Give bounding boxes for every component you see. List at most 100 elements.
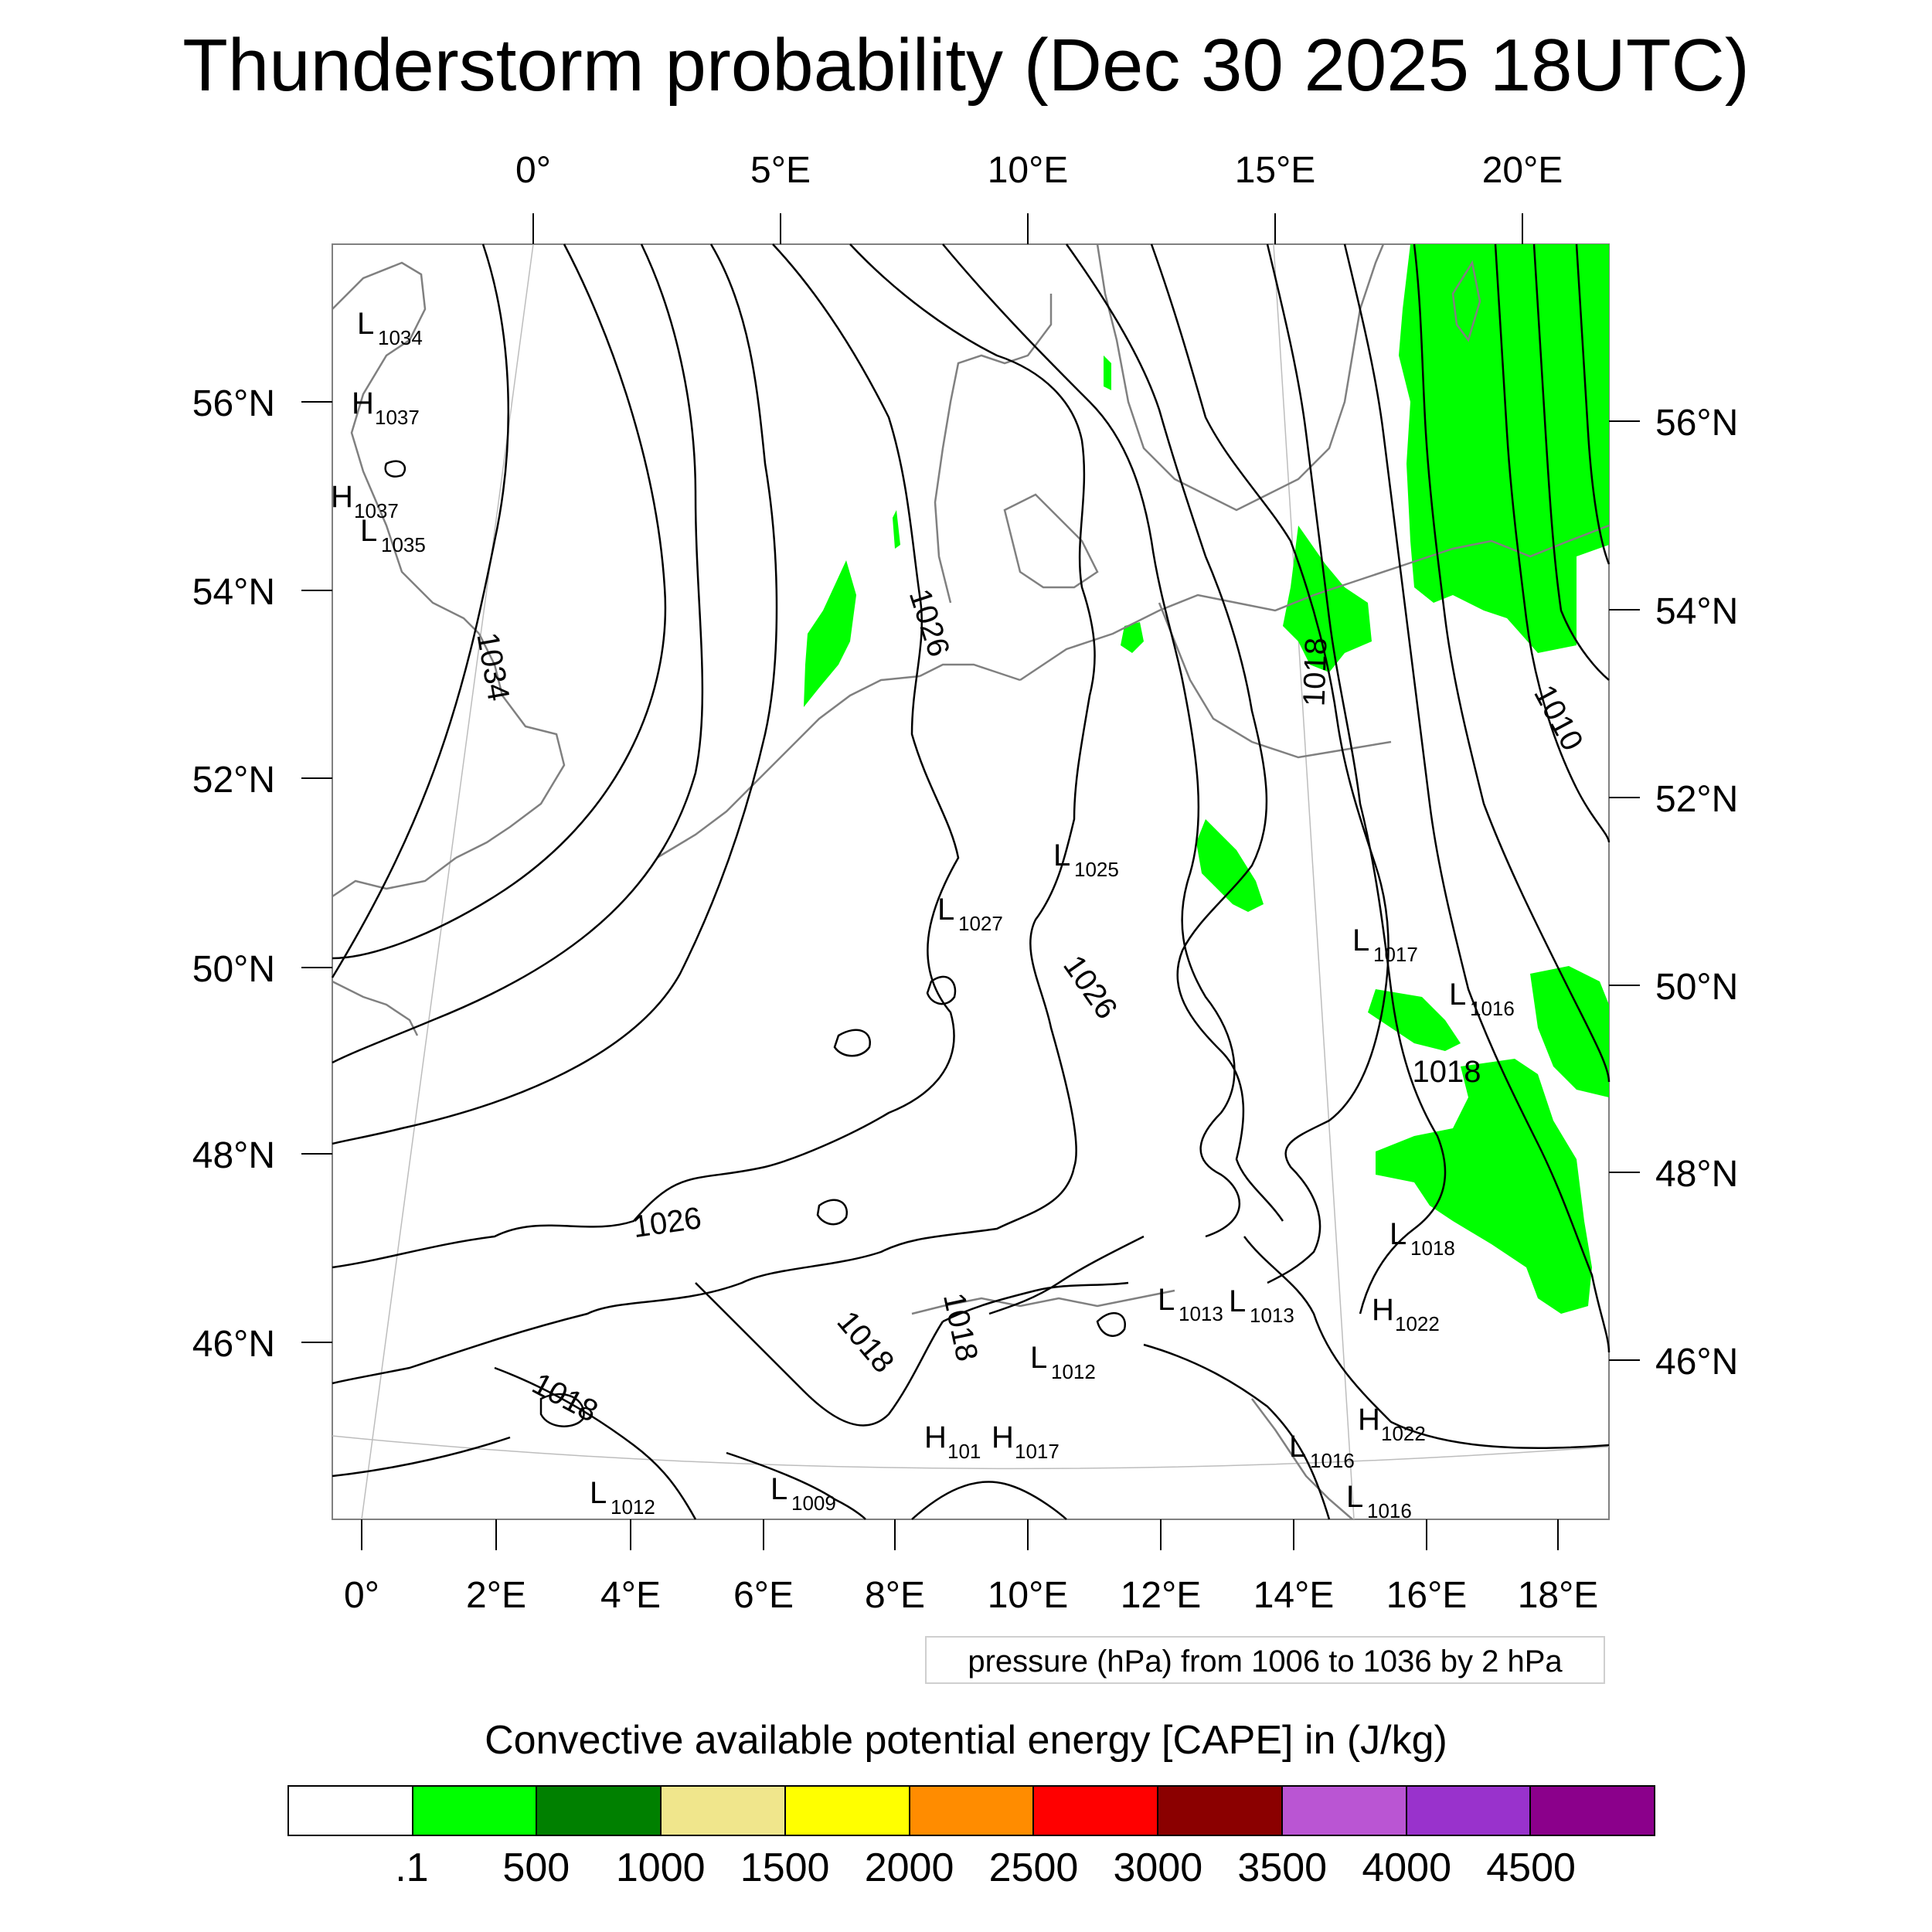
- left-lat-label: 46°N: [192, 1324, 275, 1365]
- coast-england-south: [332, 857, 457, 898]
- colorbar: [287, 1785, 1655, 1836]
- cape-region-poland-south: [1368, 989, 1461, 1051]
- svg-text:1025: 1025: [1074, 858, 1119, 881]
- svg-text:1012: 1012: [1051, 1360, 1096, 1383]
- isobar: [332, 243, 778, 1145]
- isobar: [1065, 243, 1284, 1222]
- left-lat-label: 50°N: [192, 949, 275, 990]
- svg-text:L: L: [360, 514, 377, 548]
- border-poland: [1158, 602, 1392, 759]
- isobar: [1266, 243, 1447, 1315]
- colorbar-swatch: [1406, 1787, 1532, 1835]
- pressure-center: L 1034: [357, 307, 423, 349]
- pressure-center: L 1035: [360, 514, 426, 556]
- isobar: [332, 1436, 511, 1478]
- top-lon-label: 0°: [515, 150, 551, 191]
- isobar-loop: [384, 460, 406, 478]
- svg-text:L: L: [1346, 1480, 1363, 1514]
- cape-region-baltic: [1399, 244, 1609, 653]
- pressure-note: pressure (hPa) from 1006 to 1036 by 2 hP…: [925, 1636, 1605, 1684]
- bottom-lon-label: 0°: [344, 1575, 379, 1616]
- right-lat-labels: 56°N 54°N 52°N 50°N 48°N 46°N: [1655, 403, 1738, 1383]
- colorbar-label: 4000: [1362, 1845, 1452, 1890]
- svg-text:101: 101: [947, 1440, 981, 1463]
- svg-text:1017: 1017: [1373, 943, 1418, 966]
- right-lat-label: 54°N: [1655, 591, 1738, 632]
- isobar: [988, 1235, 1145, 1315]
- svg-text:H: H: [1358, 1403, 1380, 1437]
- graticule: [332, 243, 1610, 1520]
- pressure-center: L 1012: [590, 1476, 655, 1519]
- pressure-center: L 1009: [770, 1472, 836, 1515]
- right-lat-label: 46°N: [1655, 1342, 1738, 1383]
- bottom-lon-label: 10°E: [988, 1575, 1069, 1616]
- colorbar-swatch: [413, 1787, 538, 1835]
- colorbar-label: .1: [395, 1845, 429, 1890]
- isobar-label: 1018: [1297, 637, 1333, 706]
- isobar-loop: [833, 1029, 872, 1057]
- pressure-center: L 1017: [1352, 923, 1418, 966]
- isobar: [332, 243, 704, 1064]
- pressure-center: L 1016: [1289, 1430, 1355, 1472]
- coast-wales: [332, 980, 419, 1036]
- pressure-center: H 1037: [352, 386, 420, 429]
- svg-text:1012: 1012: [611, 1495, 655, 1519]
- svg-text:H: H: [992, 1420, 1014, 1454]
- svg-text:1035: 1035: [381, 533, 426, 556]
- svg-text:1037: 1037: [354, 499, 399, 522]
- pressure-centers: L 1034 H 1037 H 1037 L 1035 L 1025 L 1027 L 101…: [331, 307, 1515, 1522]
- isobar: [332, 243, 667, 960]
- svg-text:L: L: [1289, 1430, 1306, 1464]
- bottom-lon-label: 18°E: [1518, 1575, 1599, 1616]
- pressure-center: L 1025: [1053, 838, 1119, 881]
- svg-text:L: L: [357, 307, 374, 341]
- cape-region-carpathian: [1530, 966, 1609, 1097]
- svg-text:1016: 1016: [1310, 1449, 1355, 1472]
- colorbar-label: 3500: [1237, 1845, 1328, 1890]
- coast-denmark: [934, 294, 1053, 604]
- svg-text:L: L: [590, 1476, 607, 1510]
- isobar: [1494, 243, 1611, 843]
- coast-denmark-islands: [1003, 493, 1099, 589]
- svg-text:L: L: [1449, 978, 1466, 1012]
- coast-britain-north: [332, 261, 480, 634]
- isobar: [1143, 1343, 1331, 1520]
- isobar: [331, 243, 510, 978]
- ticks: [301, 213, 1640, 1550]
- map-title: Thunderstorm probability (Dec 30 2025 18…: [182, 24, 1750, 107]
- colorbar-swatch: [1282, 1787, 1407, 1835]
- right-lat-label: 56°N: [1655, 403, 1738, 444]
- colorbar-swatch: [1158, 1787, 1283, 1835]
- isobar-loop: [926, 975, 957, 1005]
- colorbar-label: 1000: [615, 1845, 706, 1890]
- colorbar-label: 1500: [740, 1845, 830, 1890]
- colorbar-swatch: [1531, 1787, 1655, 1835]
- cape-region-netherlands: [804, 560, 856, 707]
- svg-text:L: L: [1389, 1217, 1406, 1251]
- pressure-center: L 1012: [1030, 1341, 1096, 1383]
- isobar: [1343, 243, 1611, 1353]
- isobar-loop: [1096, 1312, 1127, 1337]
- coast-france-north: [656, 675, 920, 859]
- isobar: [695, 1282, 944, 1427]
- isobar: [942, 1281, 1129, 1323]
- svg-text:1013: 1013: [1179, 1302, 1223, 1325]
- isobar: [1243, 1236, 1610, 1449]
- bottom-lon-label: 8°E: [865, 1575, 925, 1616]
- cape-regions: [804, 244, 1609, 1314]
- svg-text:1027: 1027: [958, 912, 1003, 935]
- left-lat-label: 56°N: [192, 383, 275, 424]
- colorbar-label: 500: [502, 1845, 570, 1890]
- svg-text:H: H: [352, 386, 374, 420]
- svg-text:1018: 1018: [1410, 1236, 1455, 1260]
- colorbar-swatch: [910, 1787, 1035, 1835]
- svg-text:L: L: [1229, 1284, 1246, 1318]
- colorbar-label: 2000: [864, 1845, 954, 1890]
- pressure-center: L 1027: [937, 893, 1003, 935]
- pressure-center: H 1017: [992, 1420, 1060, 1463]
- svg-text:L: L: [937, 893, 954, 927]
- svg-text:1022: 1022: [1381, 1422, 1426, 1445]
- cape-region-bohemia: [1196, 819, 1264, 912]
- border-alps: [911, 1289, 1175, 1315]
- isobar: [1413, 243, 1611, 1083]
